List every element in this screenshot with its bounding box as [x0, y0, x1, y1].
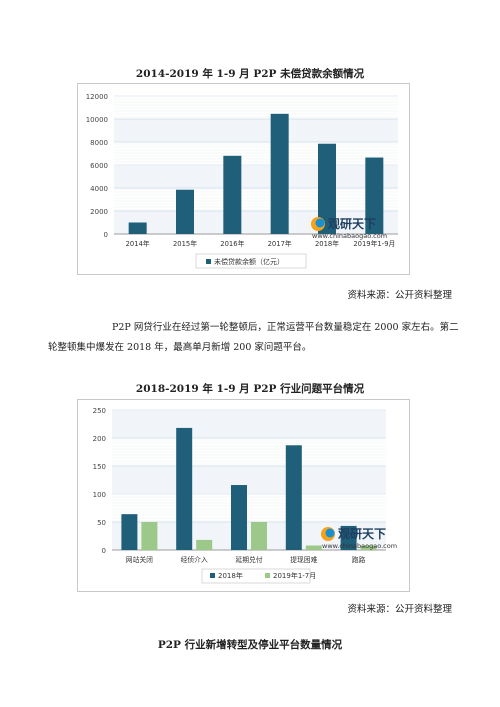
grid-band [112, 466, 386, 494]
y-tick-label: 10000 [86, 116, 108, 124]
legend-label: 2019年1-7月 [273, 571, 316, 580]
bar-secondary [196, 539, 213, 550]
x-tick-label: 网站关闭 [126, 555, 153, 564]
bar-secondary [141, 522, 158, 550]
legend-box [201, 568, 311, 584]
x-tick-label: 2018年 [315, 239, 339, 248]
bar-primary [176, 427, 193, 550]
y-tick-label: 150 [93, 463, 106, 471]
grid-band [114, 119, 398, 142]
bar-secondary [251, 522, 267, 550]
y-tick-label: 100 [93, 491, 106, 499]
bar-primary [128, 222, 147, 234]
chart1-frame: 0 2000 4000 6000 8000 10000 12000 2014年 2015年 201… [77, 83, 410, 275]
bar-primary [223, 155, 242, 234]
y-tick-label: 2000 [90, 208, 108, 216]
watermark-logo-icon-inner [315, 218, 325, 228]
legend-swatch [206, 259, 211, 264]
legend-label: 2018年 [218, 571, 243, 580]
legend-swatch [210, 573, 215, 578]
chart1-source: 资料来源：公开资料整理 [347, 290, 452, 301]
chart2-frame: 0 50 100 150 200 250 网站关闭 经侦介入 延期兑付 提现困难 跑路 2018年 20… [77, 399, 410, 592]
chart1-svg: 0 2000 4000 6000 8000 10000 12000 2014年 2015年 201… [86, 93, 398, 269]
chart2-title: 2018-2019 年 1-9 月 P2P 行业问题平台情况 [135, 383, 365, 395]
y-tick-label: 200 [93, 435, 106, 443]
legend-swatch [265, 573, 270, 578]
watermark-logo-icon-inner [325, 528, 335, 538]
x-tick-label: 延期兑付 [235, 555, 262, 564]
body-paragraph: P2P 网贷行业在经过第一轮整顿后，正常运营平台数量稳定在 2000 家左右。第… [48, 322, 459, 353]
bar-primary [285, 445, 302, 550]
x-tick-label: 2014年 [126, 239, 150, 248]
x-tick-label: 2016年 [220, 239, 244, 248]
legend-label: 未偿贷款余额（亿元） [214, 257, 284, 266]
y-tick-label: 250 [93, 407, 106, 415]
watermark-url: www.chinabaogao.com [312, 232, 387, 240]
y-tick-label: 6000 [90, 162, 108, 170]
legend-box [195, 253, 307, 269]
grid-band [112, 410, 386, 438]
x-tick-label: 2019年1-9月 [353, 239, 395, 248]
grid-band [114, 165, 398, 188]
y-tick-label: 4000 [90, 185, 108, 193]
watermark-brand: 观研天下 [328, 217, 376, 231]
y-tick-label: 0 [102, 547, 106, 555]
bar-primary [176, 189, 194, 234]
bar-primary [340, 525, 357, 550]
y-tick-label: 12000 [86, 93, 108, 101]
bar-primary [318, 143, 336, 234]
x-tick-label: 提现困难 [290, 555, 317, 564]
x-tick-label: 2017年 [268, 239, 292, 248]
bar-secondary [305, 545, 322, 550]
x-tick-label: 经侦介入 [181, 555, 208, 564]
watermark-brand: 观研天下 [338, 527, 386, 541]
x-tick-label: 2015年 [173, 239, 197, 248]
chart2-source: 资料来源：公开资料整理 [347, 604, 452, 615]
y-tick-label: 50 [97, 519, 106, 527]
bar-primary [231, 485, 247, 550]
watermark-url: www.chinabaogao.com [322, 542, 397, 550]
x-tick-label: 跑路 [352, 555, 366, 564]
bar-secondary [360, 545, 377, 550]
bar-primary [365, 157, 384, 234]
y-tick-label: 8000 [90, 139, 108, 147]
bar-primary [270, 113, 289, 234]
section3-title: P2P 行业新增转型及停业平台数量情况 [157, 639, 343, 651]
bar-primary [121, 514, 138, 550]
y-tick-label: 0 [104, 231, 108, 239]
chart1-title: 2014-2019 年 1-9 月 P2P 未偿贷款余额情况 [135, 68, 365, 80]
chart2-svg: 0 50 100 150 200 250 网站关闭 经侦介入 延期兑付 提现困难 跑路 2018年 20… [93, 407, 397, 584]
